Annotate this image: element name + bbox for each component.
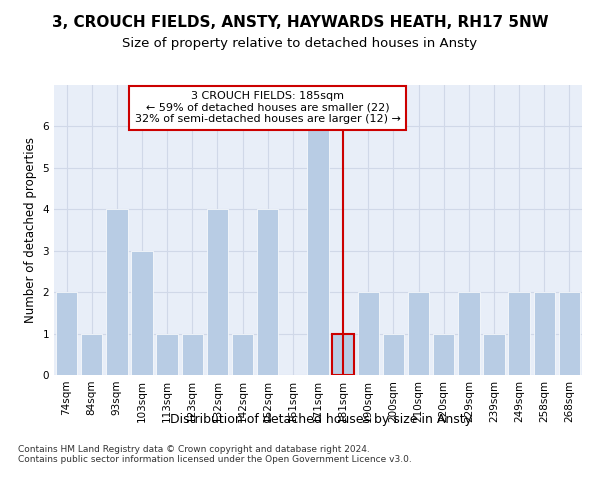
- Text: 3 CROUCH FIELDS: 185sqm
← 59% of detached houses are smaller (22)
32% of semi-de: 3 CROUCH FIELDS: 185sqm ← 59% of detache…: [135, 91, 401, 124]
- Bar: [559, 292, 580, 375]
- Bar: [232, 334, 253, 375]
- Bar: [257, 210, 278, 375]
- Bar: [383, 334, 404, 375]
- Bar: [533, 292, 555, 375]
- Bar: [458, 292, 479, 375]
- Bar: [358, 292, 379, 375]
- Bar: [508, 292, 530, 375]
- Bar: [81, 334, 103, 375]
- Bar: [131, 250, 152, 375]
- Text: Contains HM Land Registry data © Crown copyright and database right 2024.
Contai: Contains HM Land Registry data © Crown c…: [18, 445, 412, 464]
- Bar: [307, 126, 329, 375]
- Bar: [157, 334, 178, 375]
- Text: Size of property relative to detached houses in Ansty: Size of property relative to detached ho…: [122, 38, 478, 51]
- Bar: [484, 334, 505, 375]
- Bar: [408, 292, 429, 375]
- Bar: [332, 334, 354, 375]
- Text: Distribution of detached houses by size in Ansty: Distribution of detached houses by size …: [170, 412, 472, 426]
- Bar: [182, 334, 203, 375]
- Y-axis label: Number of detached properties: Number of detached properties: [24, 137, 37, 323]
- Bar: [207, 210, 228, 375]
- Bar: [433, 334, 454, 375]
- Text: 3, CROUCH FIELDS, ANSTY, HAYWARDS HEATH, RH17 5NW: 3, CROUCH FIELDS, ANSTY, HAYWARDS HEATH,…: [52, 15, 548, 30]
- Bar: [56, 292, 77, 375]
- Bar: [106, 210, 128, 375]
